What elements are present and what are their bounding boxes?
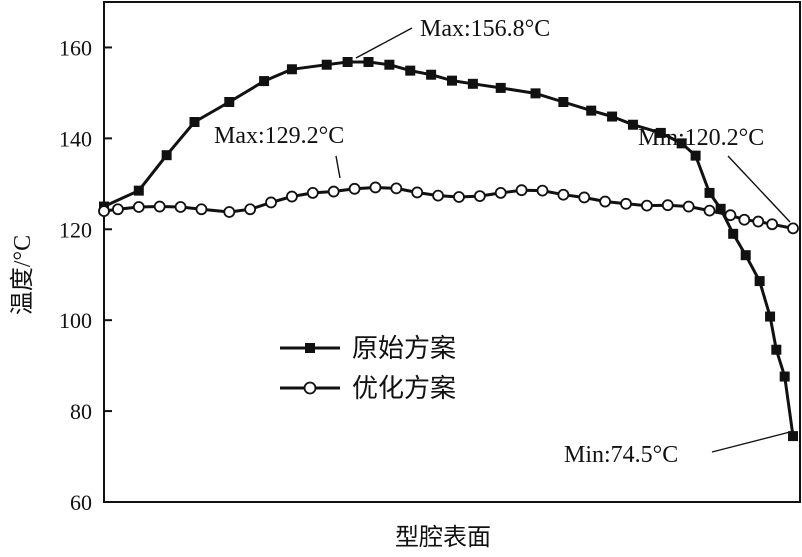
annotation-leader	[355, 27, 413, 59]
data-point-circle	[640, 199, 653, 212]
data-point-circle	[453, 191, 465, 203]
data-point-circle	[473, 190, 486, 202]
data-point-circle	[752, 215, 765, 228]
annotation-label: Min:74.5°C	[564, 442, 678, 468]
annotation-leader	[335, 155, 341, 179]
data-point-circle	[98, 205, 110, 217]
data-point-circle	[682, 200, 695, 213]
data-point-square	[740, 250, 751, 261]
data-point-square	[342, 57, 353, 67]
data-point-square	[607, 111, 618, 122]
data-point-square	[690, 150, 701, 161]
data-point-circle	[557, 188, 570, 201]
data-point-square	[765, 311, 776, 322]
data-point-square	[224, 97, 235, 107]
data-point-circle	[174, 201, 187, 213]
data-point-square	[259, 76, 270, 87]
annotation-leader	[711, 431, 791, 453]
y-tick-label: 140	[59, 126, 92, 151]
data-point-circle	[153, 200, 166, 213]
data-point-square	[558, 97, 569, 107]
y-tick-label: 120	[59, 217, 92, 242]
data-point-square	[676, 138, 687, 149]
annotation-label: Max:156.8°C	[420, 16, 550, 42]
data-point-square	[161, 150, 172, 161]
data-point-square	[754, 276, 765, 287]
data-point-circle	[578, 191, 591, 204]
data-point-square	[447, 75, 457, 86]
annotation-label: Min:120.2°C	[638, 125, 764, 151]
data-point-square	[728, 228, 739, 239]
x-axis-label: 型腔表面	[395, 524, 491, 551]
annotation-label: Max:129.2°C	[214, 123, 344, 149]
data-point-circle	[244, 203, 257, 216]
legend-marker-circle	[303, 381, 317, 395]
data-point-square	[771, 344, 782, 355]
data-point-circle	[132, 201, 145, 213]
data-point-square	[426, 69, 437, 80]
data-point-circle	[661, 199, 674, 212]
data-point-square	[655, 127, 666, 138]
y-tick-label: 100	[59, 308, 92, 333]
data-point-square	[495, 82, 506, 93]
data-point-circle	[286, 190, 298, 203]
data-point-circle	[703, 204, 716, 217]
data-point-square	[627, 119, 638, 130]
data-point-circle	[306, 187, 319, 199]
data-point-square	[586, 105, 597, 116]
data-point-square	[715, 203, 726, 214]
y-tick-label: 80	[70, 399, 92, 424]
data-point-square	[363, 57, 374, 67]
data-point-circle	[738, 213, 751, 226]
data-point-square	[467, 78, 478, 89]
data-point-square	[133, 185, 144, 196]
data-point-square	[405, 65, 416, 76]
data-point-circle	[494, 187, 507, 199]
data-point-circle	[766, 218, 779, 231]
y-tick-label: 60	[70, 490, 92, 515]
annotation-leader	[727, 155, 791, 223]
data-point-circle	[369, 181, 382, 194]
legend-label: 优化方案	[352, 374, 456, 403]
data-point-square	[704, 187, 715, 198]
data-point-circle	[390, 182, 403, 195]
data-point-square	[189, 117, 200, 127]
y-axis-label: 温度/°C	[9, 235, 36, 315]
y-tick-label: 160	[59, 35, 92, 60]
data-point-square	[779, 371, 790, 382]
legend-marker-square	[305, 343, 315, 353]
data-point-circle	[411, 186, 424, 199]
data-point-circle	[536, 184, 549, 197]
data-point-circle	[112, 203, 124, 216]
data-point-square	[788, 431, 799, 442]
data-point-square	[530, 88, 541, 99]
data-point-square	[384, 59, 395, 70]
data-point-circle	[515, 184, 528, 197]
data-point-circle	[599, 195, 612, 208]
data-point-circle	[265, 196, 277, 209]
data-point-circle	[223, 206, 236, 218]
data-point-circle	[787, 222, 799, 235]
data-point-square	[321, 59, 332, 70]
data-point-circle	[348, 182, 361, 195]
data-point-square	[286, 64, 297, 75]
plot-frame	[103, 1, 801, 503]
data-point-circle	[432, 189, 444, 202]
legend-label: 原始方案	[352, 334, 456, 363]
data-point-circle	[327, 185, 340, 198]
data-point-circle	[620, 197, 632, 210]
data-point-circle	[724, 209, 737, 222]
data-point-circle	[195, 203, 208, 216]
